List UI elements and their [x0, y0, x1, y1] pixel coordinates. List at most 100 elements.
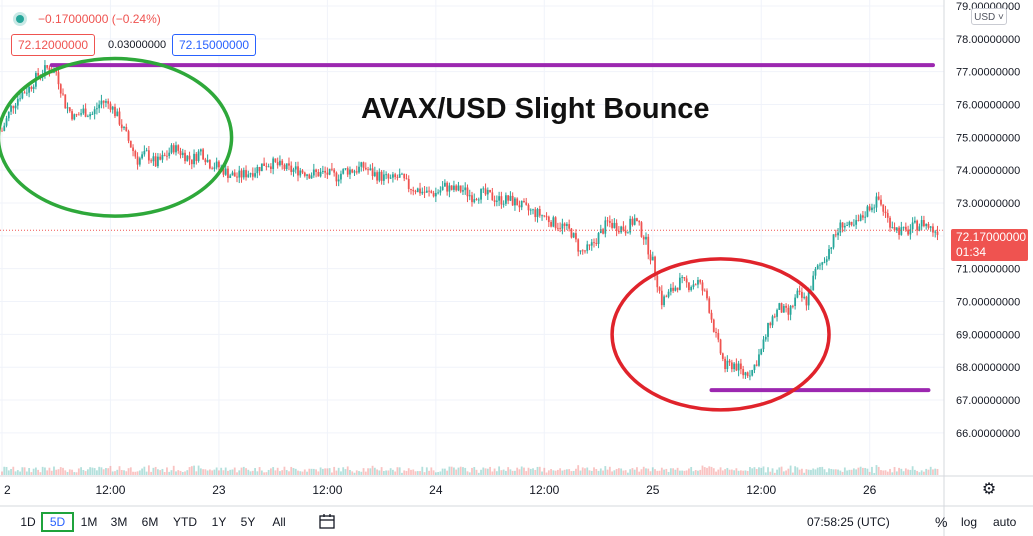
candle-body [514, 198, 516, 206]
volume-bar [321, 468, 324, 475]
percent-scale-toggle[interactable]: % [935, 514, 948, 530]
candle-body [75, 114, 78, 116]
volume-bar [288, 471, 290, 475]
volume-bar [66, 471, 69, 475]
volume-bar [471, 467, 473, 475]
timeframe-3m[interactable]: 3M [110, 515, 128, 529]
candle-body [516, 198, 519, 206]
date-range-icon[interactable] [318, 514, 336, 530]
timeframe-6m[interactable]: 6M [141, 515, 159, 529]
volume-bar [326, 468, 329, 475]
candle-body [584, 250, 586, 252]
volume-bar [525, 471, 528, 475]
candle-body [590, 242, 593, 246]
candles [1, 60, 939, 381]
candle-body [265, 165, 268, 167]
candle-body [450, 185, 453, 190]
candle-body [884, 211, 887, 214]
volume-bar [855, 469, 858, 475]
volume-bar [923, 471, 925, 475]
volume-bar [290, 466, 293, 475]
candle-body [163, 154, 166, 156]
utc-clock[interactable]: 07:58:25 (UTC) [807, 515, 890, 529]
volume-bar [315, 469, 317, 475]
volume-bar [421, 466, 424, 475]
bar-countdown: 01:34 [956, 245, 987, 259]
candle-body [622, 226, 625, 231]
candle-body [923, 220, 925, 227]
volume-bar [586, 467, 589, 475]
candle-body [281, 160, 284, 165]
timeframe-1d[interactable]: 1D [20, 515, 36, 529]
volume-bar [665, 468, 668, 475]
candle-body [211, 168, 214, 170]
timeframe-5d[interactable]: 5D [41, 512, 74, 532]
volume-bar [629, 469, 632, 475]
candle-body [260, 163, 263, 172]
candle-body [875, 196, 878, 208]
volume-bar [640, 469, 643, 475]
sell-price-button[interactable]: 72.12000000 [11, 34, 96, 56]
volume-bar [606, 469, 609, 475]
candle-body [595, 242, 598, 244]
candle-body [873, 207, 876, 209]
candle-body [597, 233, 600, 244]
candle-body [159, 156, 162, 160]
volume-bar [681, 470, 684, 475]
timeframe-5y[interactable]: 5Y [240, 515, 256, 529]
volume-bar [611, 471, 613, 475]
candle-body [46, 65, 49, 68]
candle-body [473, 199, 476, 203]
candle-body [152, 156, 155, 162]
candle-body [337, 179, 340, 182]
volume-bar [498, 466, 501, 475]
volume-bar [177, 470, 180, 475]
volume-bar [735, 468, 738, 475]
candle-body [837, 232, 839, 236]
volume-bar [14, 471, 17, 475]
candle-body [918, 226, 921, 231]
timeframe-ytd[interactable]: YTD [173, 515, 197, 529]
volume-bar [249, 471, 252, 475]
volume-bar [672, 468, 675, 475]
timeframe-1m[interactable]: 1M [80, 515, 98, 529]
candle-body [441, 186, 444, 191]
candle-body [855, 220, 858, 225]
timeframe-1y[interactable]: 1Y [211, 515, 227, 529]
volume-bar [507, 467, 510, 475]
volume-bar [401, 472, 403, 475]
volume-bar [125, 471, 128, 475]
volume-bar [834, 469, 837, 475]
candle-body [755, 364, 758, 366]
volume-bar [414, 471, 417, 475]
candle-body [789, 305, 792, 315]
volume-bar [796, 467, 799, 475]
timeframe-all[interactable]: All [272, 515, 286, 529]
candle-body [59, 84, 62, 94]
candle-body [480, 188, 482, 200]
volume-bar [907, 469, 910, 475]
volume-bar [468, 472, 471, 475]
candle-body [717, 332, 720, 340]
log-scale-toggle[interactable]: log [961, 515, 978, 529]
volume-bar [484, 468, 487, 475]
candle-body [482, 188, 485, 190]
auto-scale-toggle[interactable]: auto [993, 515, 1017, 529]
volume-bar [645, 468, 647, 475]
volume-bar [904, 468, 907, 475]
gear-icon[interactable]: ⚙ [981, 481, 997, 498]
volume-bar [425, 467, 428, 475]
buy-price-button[interactable]: 72.15000000 [172, 34, 257, 56]
candle-body [604, 220, 607, 234]
candle-body [147, 150, 150, 161]
volume-bar [678, 470, 681, 475]
volume-bar [514, 470, 516, 475]
candle-body [744, 372, 747, 376]
currency-select[interactable]: USD ˅ [971, 8, 1007, 25]
volume-bar [554, 470, 557, 475]
volume-bar [184, 471, 186, 475]
candle-body [258, 167, 261, 172]
candle-body [297, 166, 299, 176]
volume-bar [220, 467, 223, 475]
